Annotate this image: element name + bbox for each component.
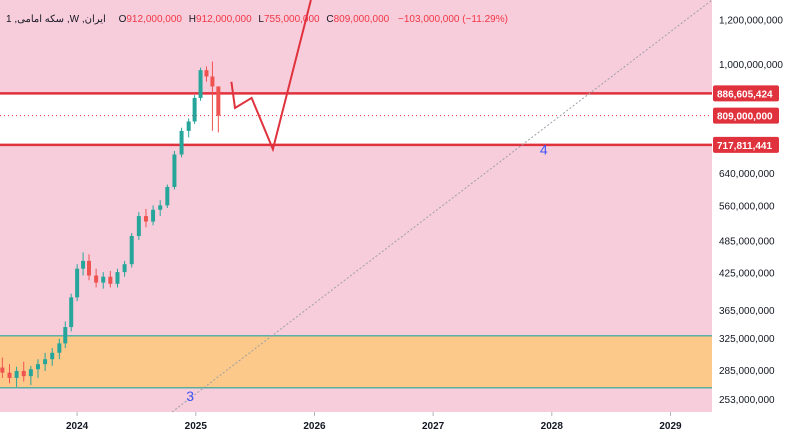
- y-tick-label: 365,000,000: [719, 306, 775, 317]
- candle-body: [21, 370, 26, 377]
- candle-body: [63, 327, 68, 344]
- time-axis-background: [0, 412, 712, 445]
- high-key: H: [188, 14, 197, 25]
- candle-body: [81, 260, 86, 269]
- low-key: L: [258, 14, 264, 25]
- candle-body: [151, 209, 156, 222]
- change-value: −103,000,000 (−11.29%): [398, 14, 508, 25]
- close-key: C: [326, 14, 334, 25]
- candle-body: [172, 154, 177, 187]
- candle-body: [50, 352, 55, 360]
- candle-body: [35, 364, 40, 370]
- candle-body: [14, 370, 19, 378]
- candle-body: [165, 186, 170, 206]
- x-tick-label: 2024: [66, 421, 89, 432]
- x-tick-label: 2027: [422, 421, 445, 432]
- price-line-label-1-box: [713, 85, 779, 102]
- low-value: 755,000,000: [263, 14, 320, 25]
- candle-body: [204, 70, 209, 77]
- candle-body: [94, 275, 99, 283]
- x-tick-label: 2025: [185, 421, 208, 432]
- axes-layer: 1,200,000,0001,000,000,000720,000,000640…: [66, 16, 783, 432]
- price-line-label-1: 886,605,424: [717, 89, 773, 100]
- y-tick-label: 485,000,000: [719, 236, 775, 247]
- x-tick-label: 2026: [303, 421, 326, 432]
- trendline: [171, 0, 713, 413]
- candle-body: [108, 276, 113, 284]
- x-tick-label: 2028: [541, 421, 564, 432]
- candle-body: [129, 235, 134, 265]
- candle-body: [192, 97, 197, 122]
- symbol-legend: 1 ,سکه امامی ,W ,ایران O912,000,000 H912…: [6, 14, 508, 25]
- candle-body: [0, 367, 5, 373]
- candle-body: [7, 372, 12, 378]
- y-tick-label: 253,000,000: [719, 395, 775, 406]
- candle-body: [179, 130, 184, 155]
- y-tick-label: 425,000,000: [719, 269, 775, 280]
- y-tick-label: 640,000,000: [719, 169, 775, 180]
- candle-body: [115, 272, 120, 284]
- candle-body: [87, 260, 91, 276]
- y-tick-label: 560,000,000: [719, 201, 775, 212]
- wave-label-3: 3: [186, 388, 194, 404]
- projection-path: [230, 0, 312, 153]
- upper-zone-band: [0, 93, 712, 145]
- y-tick-label: 1,000,000,000: [719, 60, 783, 71]
- candle-body: [186, 121, 191, 131]
- candle-body: [43, 359, 48, 365]
- candle-body: [101, 276, 106, 283]
- price-line-label-2: 717,811,441: [717, 141, 772, 152]
- candle-body: [143, 216, 148, 222]
- candle-body: [69, 297, 74, 328]
- y-tick-label: 285,000,000: [719, 366, 775, 377]
- price-line-label-2-box: [713, 136, 779, 153]
- candle-body: [198, 70, 203, 98]
- candles-layer: [0, 61, 221, 387]
- candle-body: [122, 264, 127, 273]
- wave-label-4: 4: [540, 141, 548, 157]
- y-tick-label: 325,000,000: [719, 334, 775, 345]
- x-tick-label: 2029: [659, 421, 682, 432]
- candle-body: [210, 76, 215, 87]
- candle-body: [57, 343, 62, 353]
- high-value: 912,000,000: [196, 14, 252, 25]
- last-price-label: 809,000,000: [717, 112, 773, 123]
- candle-body: [216, 86, 221, 116]
- open-key: O: [118, 14, 127, 25]
- lines-layer: [0, 0, 713, 413]
- close-value: 809,000,000: [333, 14, 390, 25]
- open-value: 912,000,000: [126, 14, 182, 25]
- zones-layer: [0, 93, 712, 389]
- last-price-label-box: [713, 107, 779, 124]
- overlay-layer: 34: [186, 0, 548, 404]
- symbol-name: 1 ,سکه امامی ,W ,ایران: [6, 14, 106, 25]
- y-tick-label: 1,200,000,000: [719, 16, 783, 27]
- candle-body: [75, 268, 80, 298]
- price-axis-background: [712, 0, 800, 445]
- support-zone-band: [0, 335, 712, 388]
- candle-body: [28, 369, 33, 377]
- candle-body: [136, 216, 141, 236]
- candle-body: [158, 205, 163, 210]
